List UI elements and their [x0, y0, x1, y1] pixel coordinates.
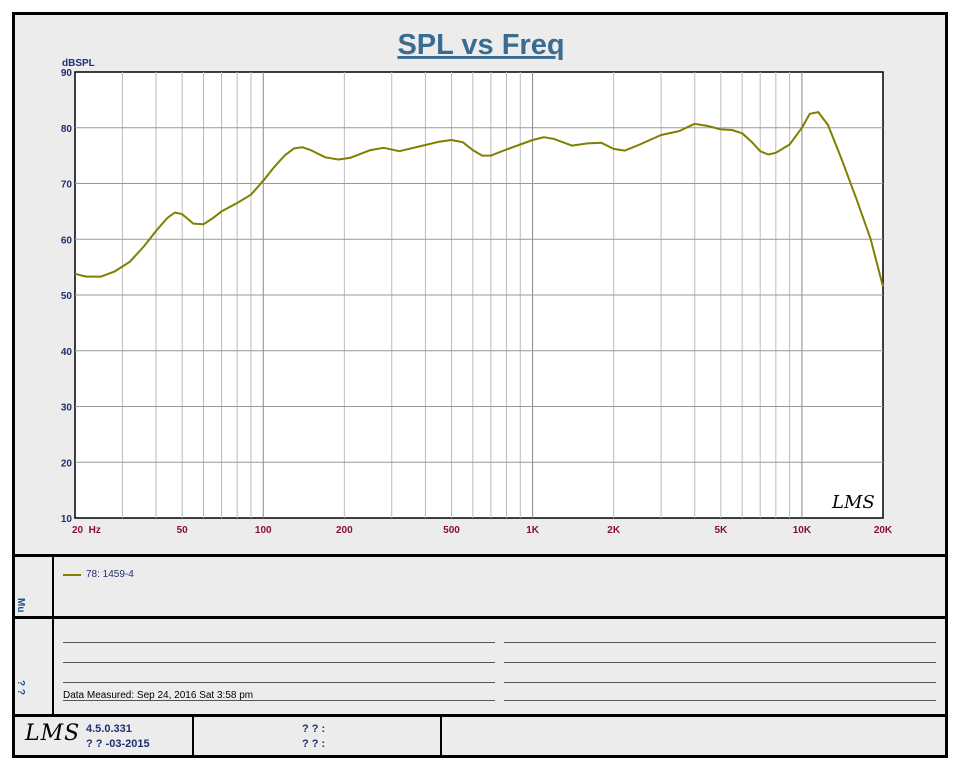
divider-chart-legend: [12, 554, 948, 557]
footer-field-2: ? ? :: [302, 738, 326, 750]
divider-notes-footer: [12, 714, 948, 717]
data-measured-text: Data Measured: Sep 24, 2016 Sat 3:58 pm: [63, 690, 254, 701]
x-tick-label: 1K: [526, 525, 540, 536]
series-layer: [74, 111, 884, 287]
y-tick-label: 60: [61, 235, 73, 246]
x-tick-label: 100: [255, 525, 272, 536]
date-text: ? ? -03-2015: [86, 738, 150, 750]
lms-logo-chart: LMS: [831, 492, 875, 513]
footer-field-1: ? ? :: [302, 723, 326, 735]
note-line: [63, 642, 495, 643]
notes-side-label: ? ?: [15, 680, 26, 695]
note-line: [63, 682, 495, 683]
y-tick-label: 70: [61, 180, 73, 191]
x-tick-label: 50: [177, 525, 189, 536]
note-line: [504, 662, 936, 663]
y-tick-label: 80: [61, 124, 73, 135]
version-text: 4.5.0.331: [86, 723, 132, 735]
x-tick-label: 2K: [607, 525, 621, 536]
chart-title: SPL vs Freq: [397, 29, 564, 61]
x-tick-label: 20 Hz: [72, 525, 101, 536]
x-tick-label: 500: [443, 525, 460, 536]
note-line: [63, 700, 495, 701]
divider-footer-1: [192, 716, 194, 758]
y-tick-label: 20: [61, 458, 73, 469]
legend-entry: 78: 1459-4: [86, 569, 134, 580]
y-axis-label: dBSPL: [62, 58, 95, 69]
legend-line-swatch: [63, 574, 81, 576]
y-tick-labels: 10 20 30 40 50 60 70 80 90: [61, 68, 73, 525]
spl-chart: SPL vs Freq dBSPL 10 20 30 40 50 60 70 80 90 20 …: [61, 29, 893, 536]
y-tick-label: 90: [61, 68, 73, 79]
series-line: [74, 111, 884, 287]
note-line: [63, 662, 495, 663]
y-tick-label: 50: [61, 291, 73, 302]
y-tick-label: 40: [61, 347, 73, 358]
x-tick-label: 5K: [714, 525, 728, 536]
x-tick-label: 20K: [874, 525, 893, 536]
legend-side-label: Mu: [15, 598, 26, 613]
divider-legend-notes: [12, 616, 948, 619]
note-line: [504, 700, 936, 701]
x-tick-label: 200: [336, 525, 353, 536]
divider-side-column: [52, 556, 54, 716]
y-tick-label: 30: [61, 403, 73, 414]
y-tick-label: 10: [61, 514, 73, 525]
note-line: [504, 642, 936, 643]
x-tick-labels: 20 Hz 50 100 200 500 1K 2K 5K 10K 20K: [72, 525, 893, 536]
lms-logo-footer: LMS: [25, 721, 81, 746]
note-line: [504, 682, 936, 683]
grid-lines: [75, 72, 883, 518]
divider-footer-2: [440, 716, 442, 758]
x-tick-label: 10K: [793, 525, 812, 536]
